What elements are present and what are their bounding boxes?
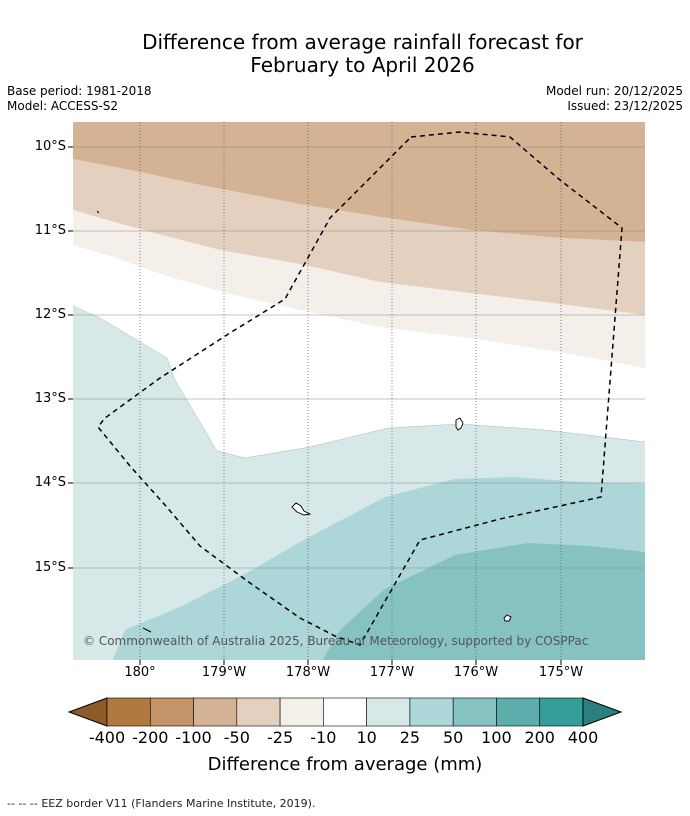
colorbar-tick-label: -10 xyxy=(310,728,337,747)
colorbar-cell xyxy=(539,697,584,727)
colorbar-tick-label: 10 xyxy=(356,728,377,747)
eez-border xyxy=(97,131,623,646)
island-east xyxy=(503,614,512,622)
lon-label-178w: 178°W xyxy=(285,665,331,680)
colorbar-cell xyxy=(409,697,454,727)
band-minus-100 xyxy=(73,122,645,242)
title-line-1: Difference from average rainfall forecas… xyxy=(142,30,583,54)
colorbar-title: Difference from average (mm) xyxy=(207,754,483,775)
contour-10 xyxy=(73,305,645,459)
colorbar-cell xyxy=(149,697,194,727)
colorbar-tick-label: 200 xyxy=(524,728,555,747)
band-plus-50 xyxy=(323,543,645,660)
lon-label-177w: 177°W xyxy=(369,665,415,680)
colorbar-cell xyxy=(106,697,151,727)
lon-label-180: 180° xyxy=(124,665,156,680)
lat-label-13s: 13°S xyxy=(34,391,66,406)
island-central xyxy=(291,502,312,516)
colorbar-cell xyxy=(279,697,324,727)
colorbar-tick-label: 25 xyxy=(399,728,421,747)
lon-label-175w: 175°W xyxy=(538,665,584,680)
lat-tick-marks xyxy=(68,146,73,569)
lat-label-10s: 10°S xyxy=(34,139,66,154)
colorbar-tick-label: -400 xyxy=(88,728,126,747)
eez-legend-symbol: -- -- -- xyxy=(7,797,38,810)
lon-tick-marks xyxy=(139,660,562,665)
lat-label-11s: 11°S xyxy=(34,223,66,238)
model-name: Model: ACCESS-S2 xyxy=(7,99,119,113)
model-run: Model run: 20/12/2025 xyxy=(545,84,683,98)
colorbar-cell xyxy=(236,697,281,727)
meta-right: Model run: 20/12/2025 Issued: 23/12/2025 xyxy=(546,84,683,114)
colorbar-cell xyxy=(452,697,497,727)
eez-legend-label: EEZ border V11 (Flanders Marine Institut… xyxy=(41,797,316,810)
band-minus-50 xyxy=(73,159,645,315)
lat-label-15s: 15°S xyxy=(34,560,66,575)
band-minus-25 xyxy=(73,210,645,368)
colorbar-tick-label: -100 xyxy=(175,728,212,747)
lon-label-179w: 179°W xyxy=(201,665,247,680)
map-title: Difference from average rainfall forecas… xyxy=(0,31,690,77)
island-southwest xyxy=(142,627,152,633)
island-north xyxy=(455,417,464,431)
colorbar-tick-label: 50 xyxy=(442,728,464,747)
legend-eez: -- -- -- EEZ border V11 (Flanders Marine… xyxy=(7,797,315,810)
colorbar-cell xyxy=(496,697,541,727)
colorbar-tick-label: 400 xyxy=(567,728,599,747)
lon-label-176w: 176°W xyxy=(453,665,499,680)
map-area: © Commonwealth of Australia 2025, Bureau… xyxy=(73,122,645,660)
colorbar-tick-label: -25 xyxy=(267,728,294,747)
colorbar-cell xyxy=(193,697,238,727)
issued-date: Issued: 23/12/2025 xyxy=(567,99,683,113)
lat-label-14s: 14°S xyxy=(34,475,66,490)
colorbar xyxy=(67,697,623,727)
colorbar-cell xyxy=(366,697,411,727)
meta-left: Base period: 1981-2018 Model: ACCESS-S2 xyxy=(7,84,152,114)
lat-gridlines xyxy=(73,146,645,569)
colorbar-tick-label: 100 xyxy=(481,728,512,747)
colorbar-tick-label: -50 xyxy=(223,728,250,747)
colorbar-extend-low xyxy=(67,697,108,727)
colorbar-cell xyxy=(323,697,367,727)
island-northwest xyxy=(96,210,100,214)
title-line-2: February to April 2026 xyxy=(250,53,475,77)
copyright-text: © Commonwealth of Australia 2025, Bureau… xyxy=(83,634,588,648)
lat-label-12s: 12°S xyxy=(34,307,66,322)
colorbar-extend-high xyxy=(582,697,623,727)
base-period: Base period: 1981-2018 xyxy=(7,84,152,98)
colorbar-tick-label: -200 xyxy=(132,728,169,747)
